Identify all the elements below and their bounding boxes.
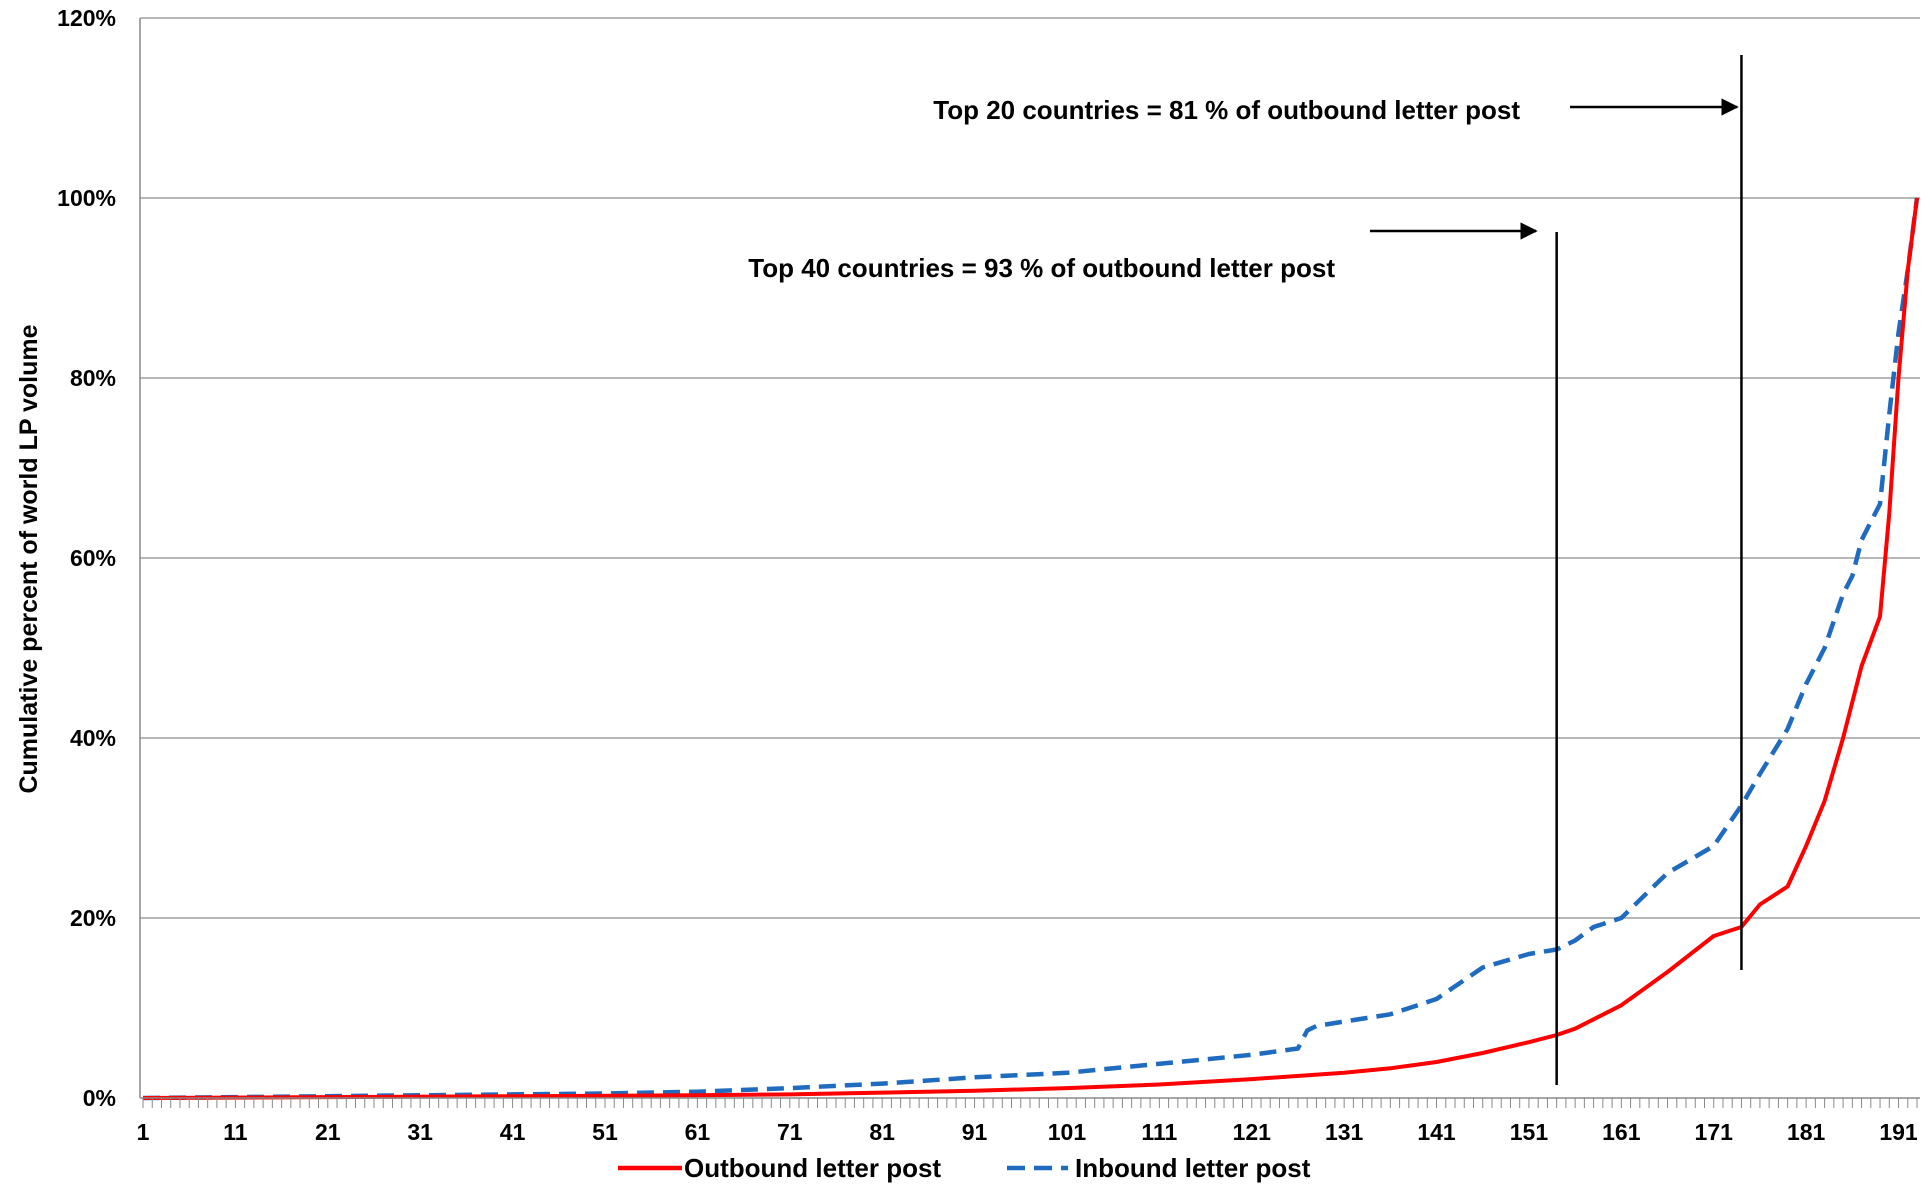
x-tick-label: 91 xyxy=(962,1119,988,1145)
y-tick-label: 120% xyxy=(57,5,116,31)
x-tick-label: 121 xyxy=(1233,1119,1272,1145)
x-tick-label: 41 xyxy=(500,1119,526,1145)
x-axis-tick-labels: 1 11 21 31 41 51 61 71 81 91 101 111 121 131 141 151 161… xyxy=(137,1119,1918,1145)
annotations: Top 20 countries = 81 % of outbound lett… xyxy=(748,55,1743,1085)
x-tick-label: 61 xyxy=(685,1119,711,1145)
x-tick-label: 131 xyxy=(1325,1119,1364,1145)
x-tick-label: 191 xyxy=(1879,1119,1918,1145)
x-tick-label: 71 xyxy=(777,1119,803,1145)
x-tick-label: 171 xyxy=(1695,1119,1734,1145)
x-tick-label: 161 xyxy=(1602,1119,1641,1145)
x-tick-label: 151 xyxy=(1510,1119,1549,1145)
annotation-text: Top 40 countries = 93 % of outbound lett… xyxy=(748,253,1335,283)
y-tick-label: 40% xyxy=(70,725,116,751)
inbound-letter-post-line xyxy=(142,197,1920,1101)
x-tick-label: 141 xyxy=(1417,1119,1456,1145)
x-tick-label: 21 xyxy=(315,1119,341,1145)
outbound-letter-post-line xyxy=(142,197,1919,1100)
x-tick-label: 181 xyxy=(1787,1119,1826,1145)
annotation-text: Top 20 countries = 81 % of outbound lett… xyxy=(933,95,1520,125)
y-tick-label: 60% xyxy=(70,545,116,571)
x-tick-label: 31 xyxy=(407,1119,433,1145)
plot-series xyxy=(142,197,1920,1101)
x-tick-label: 101 xyxy=(1048,1119,1087,1145)
x-tick-label: 81 xyxy=(869,1119,895,1145)
x-tick-label: 1 xyxy=(137,1119,150,1145)
axes xyxy=(139,18,1920,1108)
x-tick-label: 51 xyxy=(592,1119,618,1145)
legend-label: Inbound letter post xyxy=(1075,1153,1311,1183)
legend-label: Outbound letter post xyxy=(684,1153,941,1183)
y-tick-label: 0% xyxy=(83,1085,116,1111)
y-axis-tick-labels: 0% 20% 40% 60% 80% 100% 120% xyxy=(57,5,116,1111)
legend: Outbound letter post Inbound letter post xyxy=(618,1153,1311,1183)
y-tick-label: 20% xyxy=(70,905,116,931)
y-axis-title: Cumulative percent of world LP volume xyxy=(15,324,43,793)
x-tick-label: 11 xyxy=(223,1119,248,1145)
x-tick-label: 111 xyxy=(1141,1119,1177,1145)
y-tick-label: 80% xyxy=(70,365,116,391)
gridlines xyxy=(140,17,1920,919)
y-tick-label: 100% xyxy=(57,185,116,211)
